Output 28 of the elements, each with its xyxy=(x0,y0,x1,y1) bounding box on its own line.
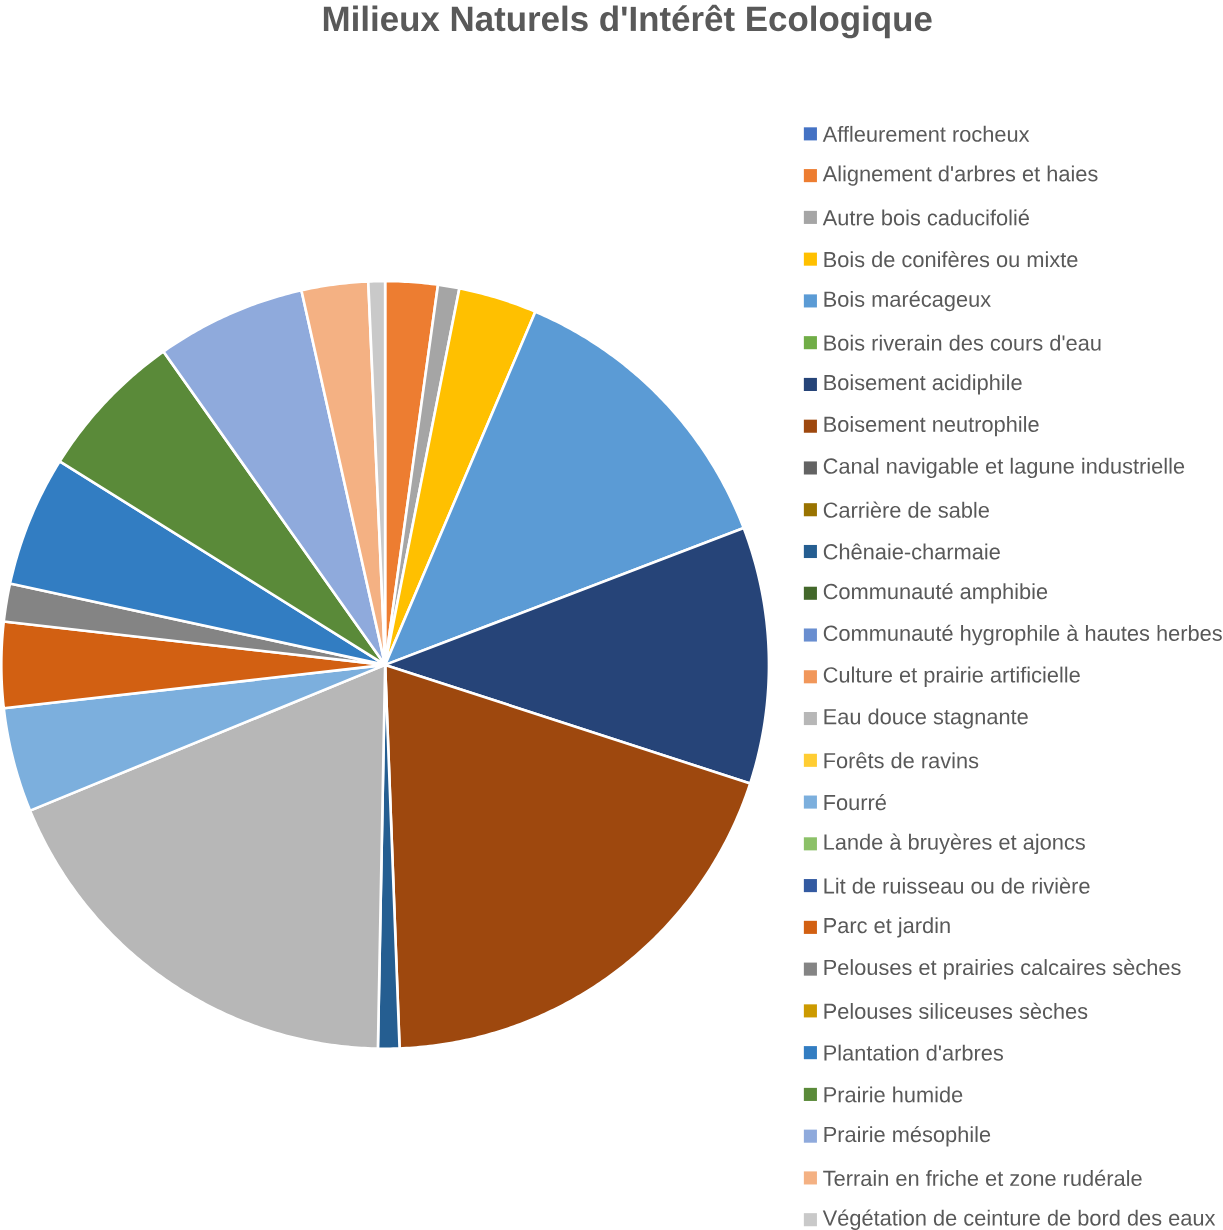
legend-label: Bois marécageux xyxy=(824,290,992,312)
legend-label: Autre bois caducifolié xyxy=(822,209,1030,226)
legend-label: Pelouses siliceuses sèches xyxy=(824,1002,1088,1020)
legend-label: Parc et jardin xyxy=(824,917,950,938)
legend-label: Terrain en friche et zone rudérale xyxy=(823,1169,1142,1187)
legend-label: Eau douce stagnante xyxy=(824,708,1028,729)
legend-label: Pelouses et prairies calcaires sèches xyxy=(824,958,1181,980)
legend-label: Végétation de ceinture de bord des eaux xyxy=(822,1209,1216,1230)
legend-label: Canal navigable et lagune industrielle xyxy=(823,457,1185,479)
legend-label: Boisement acidiphile xyxy=(824,374,1022,395)
legend-label: Chênaie-charmaie xyxy=(823,543,1000,560)
legend-label: Carrière de sable xyxy=(823,501,990,518)
legend-label: Boisement neutrophile xyxy=(824,416,1039,437)
legend-label: Alignement d'arbres et haies xyxy=(822,165,1098,186)
chart-title: Milieux Naturels d'Intérêt Ecologique xyxy=(324,4,932,39)
legend-label: Fourré xyxy=(824,793,887,811)
legend-label: Culture et prairie artificielle xyxy=(823,666,1080,687)
legend-label: Bois de conifères ou mixte xyxy=(824,251,1078,268)
legend-label: Prairie mésophile xyxy=(824,1125,991,1147)
legend-label: Lit de ruisseau ou de rivière xyxy=(824,877,1090,894)
legend-label: Affleurement rocheux xyxy=(822,125,1030,142)
legend-label: Plantation d'arbres xyxy=(824,1044,1004,1061)
legend-label: Communauté hygrophile à hautes herbes xyxy=(823,624,1222,646)
legend-label: Bois riverain des cours d'eau xyxy=(824,334,1101,351)
legend-label: Communauté amphibie xyxy=(823,582,1048,604)
legend-label: Prairie humide xyxy=(824,1086,963,1103)
legend-label: Forêts de ravins xyxy=(824,752,979,769)
legend-label: Lande à bruyères et ajoncs xyxy=(824,833,1086,855)
